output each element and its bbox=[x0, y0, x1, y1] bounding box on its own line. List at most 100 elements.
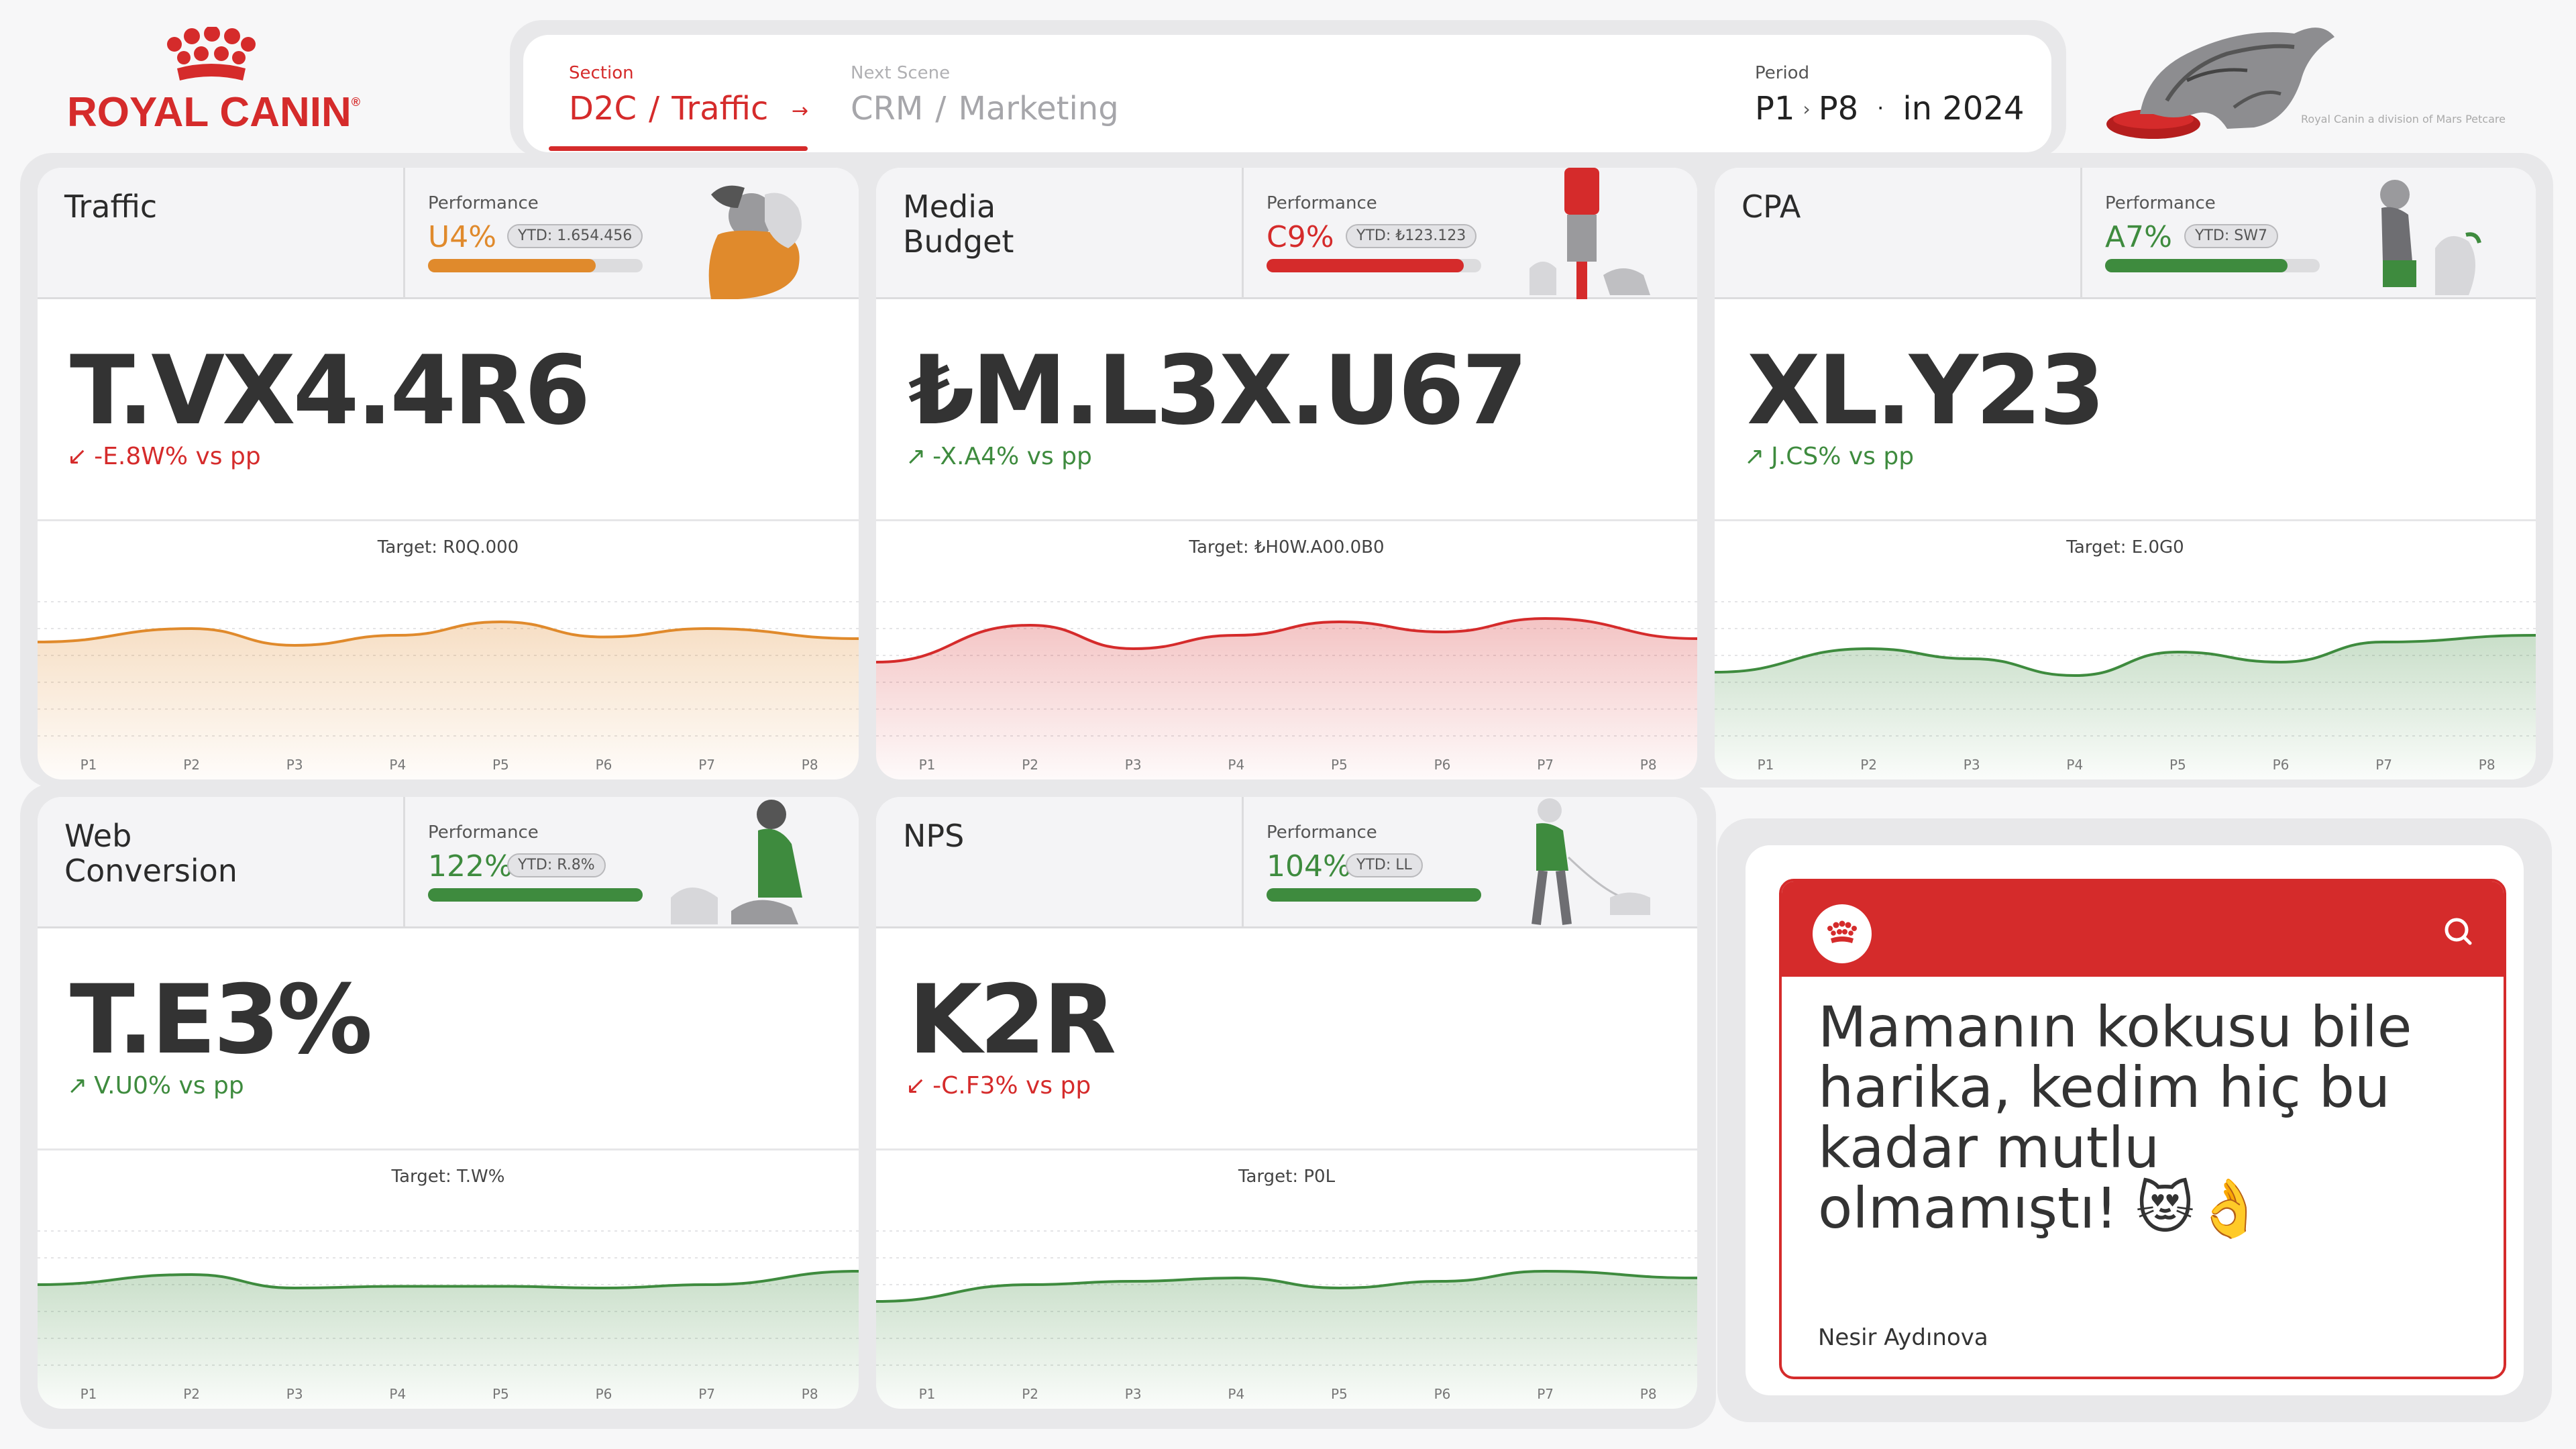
brand-name: ROYAL CANIN® bbox=[67, 89, 361, 136]
breadcrumb-d2c[interactable]: D2C bbox=[569, 90, 637, 127]
header-card bbox=[523, 35, 2051, 152]
header-divider bbox=[1242, 168, 1244, 299]
breadcrumb-crm[interactable]: CRM bbox=[851, 90, 924, 127]
cat-photo-caption: Royal Canin a division of Mars Petcare bbox=[2301, 113, 2506, 125]
performance-label: Performance bbox=[428, 822, 539, 843]
card-header: CPA Performance A7% YTD: SW7 bbox=[1715, 168, 2536, 299]
kpi-value: T.VX4.4R6 bbox=[70, 335, 590, 446]
performance-bar-fill bbox=[2105, 259, 2288, 272]
x-tick-label: P5 bbox=[1331, 757, 1348, 773]
woman-walking-dog-illustration bbox=[1532, 798, 1650, 925]
chart-area-fill bbox=[38, 622, 859, 780]
breadcrumb-traffic[interactable]: Traffic bbox=[672, 90, 769, 127]
kpi-card: Media Budget Performance C9% YTD: ₺123.1… bbox=[876, 168, 1697, 780]
delta-text: J.CS% vs pp bbox=[1771, 443, 1915, 470]
trend-chart: Target: E.0G0 P1 P2 P3 P4 P5 P6 P7 P8 bbox=[1715, 519, 2536, 780]
x-tick-label: P2 bbox=[183, 757, 200, 773]
performance-label: Performance bbox=[428, 193, 539, 213]
target-label: Target: E.0G0 bbox=[2066, 537, 2184, 557]
x-tick-label: P7 bbox=[1537, 1386, 1554, 1402]
area-chart: P1 P2 P3 P4 P5 P6 P7 P8 bbox=[38, 1230, 859, 1409]
breadcrumb-marketing[interactable]: Marketing bbox=[958, 90, 1119, 127]
performance-bar-track bbox=[428, 888, 643, 902]
woman-hugging-dog-illustration bbox=[708, 185, 802, 299]
x-tick-label: P2 bbox=[1022, 757, 1038, 773]
arrow-right-icon: → bbox=[792, 99, 809, 123]
card-header: Traffic Performance U4% YTD: 1.654.456 bbox=[38, 168, 859, 299]
kpi-delta: ↗ J.CS% vs pp bbox=[1744, 443, 1914, 470]
chart-series-line bbox=[876, 616, 1697, 663]
period-selector[interactable]: P1 › P8 · in 2024 bbox=[1755, 90, 2025, 127]
kpi-card: NPS Performance 104% YTD: LL K2R ↙ -C.F3%… bbox=[876, 797, 1697, 1409]
section-label: Section bbox=[569, 63, 634, 83]
delta-text: -E.8W% vs pp bbox=[94, 443, 261, 470]
header-divider bbox=[1242, 797, 1244, 928]
kpi-card: Traffic Performance U4% YTD: 1.654.456 T… bbox=[38, 168, 859, 780]
period-label: Period bbox=[1755, 63, 1810, 83]
ytd-badge: YTD: LL bbox=[1346, 853, 1423, 877]
x-tick-label: P2 bbox=[1022, 1386, 1038, 1402]
card-header: NPS Performance 104% YTD: LL bbox=[876, 797, 1697, 928]
performance-bar-fill bbox=[428, 888, 643, 902]
kpi-card: Web Conversion Performance 122% YTD: R.8… bbox=[38, 797, 859, 1409]
header-divider bbox=[2080, 168, 2082, 299]
x-tick-label: P3 bbox=[1964, 757, 1980, 773]
target-label: Target: ₺H0W.A00.0B0 bbox=[1189, 537, 1385, 557]
x-tick-label: P8 bbox=[802, 757, 818, 773]
card-header: Web Conversion Performance 122% YTD: R.8… bbox=[38, 797, 859, 928]
chevron-right-icon: › bbox=[1803, 98, 1811, 120]
active-section-indicator bbox=[549, 146, 808, 151]
arrow-up-right-icon: ↗ bbox=[906, 443, 926, 470]
x-tick-label: P1 bbox=[1758, 757, 1774, 773]
x-tick-label: P6 bbox=[596, 757, 612, 773]
kpi-delta: ↙ -E.8W% vs pp bbox=[67, 443, 261, 470]
search-icon[interactable] bbox=[2442, 915, 2474, 947]
card-title: Traffic bbox=[64, 189, 158, 225]
performance-bar-track bbox=[428, 259, 643, 272]
performance-bar-track bbox=[2105, 259, 2320, 272]
next-scene-breadcrumb[interactable]: CRM / Marketing bbox=[851, 90, 1119, 127]
x-tick-label: P6 bbox=[2273, 757, 2290, 773]
card-header: Media Budget Performance C9% YTD: ₺123.1… bbox=[876, 168, 1697, 299]
x-tick-label: P3 bbox=[286, 757, 303, 773]
x-tick-label: P3 bbox=[1125, 1386, 1142, 1402]
next-scene-label: Next Scene bbox=[851, 63, 951, 83]
royal-canin-logo: ROYAL CANIN® bbox=[67, 27, 361, 141]
performance-value: U4% bbox=[428, 220, 497, 254]
x-tick-label: P7 bbox=[1537, 757, 1554, 773]
x-tick-label: P4 bbox=[1228, 1386, 1244, 1402]
cat-eating-photo bbox=[2106, 28, 2334, 139]
kpi-delta: ↗ V.U0% vs pp bbox=[67, 1072, 244, 1099]
performance-value: C9% bbox=[1267, 220, 1334, 254]
x-tick-label: P2 bbox=[1860, 757, 1877, 773]
x-tick-label: P3 bbox=[1125, 757, 1142, 773]
x-tick-label: P8 bbox=[1640, 1386, 1657, 1402]
section-breadcrumb[interactable]: D2C / Traffic bbox=[569, 90, 769, 127]
period-year: in 2024 bbox=[1902, 90, 2025, 127]
header-divider bbox=[403, 797, 405, 928]
delta-text: -X.A4% vs pp bbox=[932, 443, 1092, 470]
x-tick-label: P1 bbox=[919, 757, 936, 773]
chart-area-fill bbox=[876, 619, 1697, 780]
chart-series-line bbox=[38, 1270, 859, 1290]
x-tick-label: P6 bbox=[1434, 757, 1451, 773]
performance-bar-fill bbox=[428, 259, 596, 272]
performance-label: Performance bbox=[2105, 193, 2216, 213]
trend-chart: Target: P0L P1 P2 P3 P4 P5 P6 P7 P8 bbox=[876, 1148, 1697, 1409]
card-title: CPA bbox=[1741, 189, 1801, 225]
card-title: Web Conversion bbox=[64, 818, 237, 889]
chart-series-line bbox=[38, 620, 859, 647]
review-text: Mamanın kokusu bile harika, kedim hiç bu… bbox=[1818, 994, 2412, 1241]
performance-bar-track bbox=[1267, 888, 1481, 902]
woman-kneeling-dog-illustration bbox=[2380, 180, 2481, 295]
x-tick-label: P7 bbox=[698, 757, 715, 773]
x-tick-label: P4 bbox=[389, 1386, 406, 1402]
review-header-bar bbox=[1782, 881, 2504, 977]
performance-bar-fill bbox=[1267, 259, 1464, 272]
crown-icon bbox=[1827, 920, 1857, 943]
area-chart: P1 P2 P3 P4 P5 P6 P7 P8 bbox=[38, 601, 859, 780]
area-chart: P1 P2 P3 P4 P5 P6 P7 P8 bbox=[876, 601, 1697, 780]
x-tick-label: P5 bbox=[1331, 1386, 1348, 1402]
arrow-down-left-icon: ↙ bbox=[67, 443, 88, 470]
x-tick-label: P2 bbox=[183, 1386, 200, 1402]
